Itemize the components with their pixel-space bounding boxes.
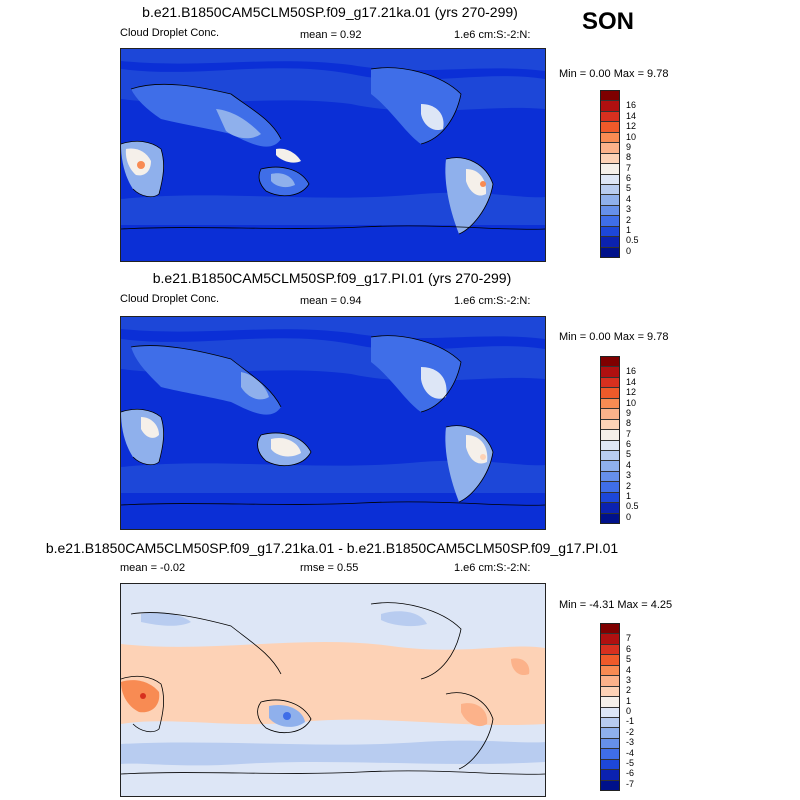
colorbar-swatch (601, 471, 619, 483)
colorbar-swatch (601, 205, 619, 217)
panel-3-center-label: rmse = 0.55 (300, 562, 359, 574)
colorbar-swatch (601, 367, 619, 378)
panel-1-title: b.e21.B1850CAM5CLM50SP.f09_g17.21ka.01 (… (142, 4, 518, 20)
colorbar-swatch (601, 164, 619, 175)
colorbar-swatch (601, 398, 619, 410)
colorbar-swatch (601, 780, 619, 790)
colorbar-swatch (601, 91, 619, 102)
panel-1-map (120, 48, 546, 262)
panel-2-map (120, 316, 546, 530)
colorbar-swatch (601, 665, 619, 677)
panel-2-left-label: Cloud Droplet Conc. (120, 293, 220, 305)
colorbar-swatch (601, 482, 619, 493)
panel-2-title: b.e21.B1850CAM5CLM50SP.f09_g17.PI.01 (yr… (152, 270, 512, 286)
panel-3-title: b.e21.B1850CAM5CLM50SP.f09_g17.21ka.01 -… (45, 540, 619, 556)
colorbar-swatch (601, 184, 619, 196)
colorbar-swatch (601, 430, 619, 441)
panel-1-left-label: Cloud Droplet Conc. (120, 27, 220, 39)
colorbar-swatch (601, 132, 619, 144)
colorbar-swatch (601, 634, 619, 645)
panel-1-minmax: Min = 0.00 Max = 9.78 (559, 68, 669, 80)
colorbar-swatch (601, 728, 619, 739)
colorbar-swatch (601, 226, 619, 238)
colorbar-swatch (601, 759, 619, 771)
colorbar-swatch (601, 237, 619, 248)
colorbar-swatch (601, 738, 619, 750)
panel-3-map-field (121, 584, 545, 796)
colorbar-swatch (601, 717, 619, 729)
colorbar-swatch (601, 377, 619, 389)
panel-2-colorbar (600, 356, 620, 524)
panel-3-right-label: 1.e6 cm:S:-2:N: (454, 562, 531, 574)
colorbar-swatch (601, 513, 619, 523)
panel-1-colorbar (600, 90, 620, 258)
colorbar-swatch (601, 357, 619, 368)
panel-3-map (120, 583, 546, 797)
colorbar-swatch (601, 450, 619, 462)
colorbar-swatch (601, 707, 619, 718)
panel-3-left-label: mean = -0.02 (120, 562, 186, 574)
colorbar-swatch (601, 655, 619, 666)
panel-1-center-label: mean = 0.92 (300, 29, 362, 41)
colorbar-swatch (601, 440, 619, 451)
colorbar-swatch (601, 101, 619, 112)
colorbar-swatch (601, 153, 619, 165)
colorbar-swatch (601, 216, 619, 227)
colorbar-swatch (601, 409, 619, 420)
panel-2-center-label: mean = 0.94 (300, 295, 362, 307)
colorbar-swatch (601, 461, 619, 472)
colorbar-swatch (601, 644, 619, 656)
colorbar-swatch (601, 122, 619, 133)
colorbar-swatch (601, 388, 619, 399)
season-label: SON (582, 8, 635, 35)
colorbar-swatch (601, 174, 619, 185)
colorbar-swatch (601, 419, 619, 431)
panel-2-map-field (121, 317, 545, 529)
colorbar-swatch (601, 111, 619, 123)
colorbar-swatch (601, 624, 619, 635)
colorbar-swatch (601, 143, 619, 154)
panel-2-minmax: Min = 0.00 Max = 9.78 (559, 331, 669, 343)
colorbar-swatch (601, 697, 619, 708)
colorbar-swatch (601, 686, 619, 698)
panel-2-right-label: 1.e6 cm:S:-2:N: (454, 295, 531, 307)
panel-3-colorbar (600, 623, 620, 791)
colorbar-swatch (601, 195, 619, 206)
panel-1-right-label: 1.e6 cm:S:-2:N: (454, 29, 531, 41)
colorbar-swatch (601, 247, 619, 257)
panel-1-map-field (121, 49, 545, 261)
colorbar-swatch (601, 676, 619, 687)
colorbar-swatch (601, 492, 619, 504)
panel-3-minmax: Min = -4.31 Max = 4.25 (559, 599, 673, 611)
colorbar-swatch (601, 749, 619, 760)
colorbar-swatch (601, 770, 619, 781)
colorbar-swatch (601, 503, 619, 514)
